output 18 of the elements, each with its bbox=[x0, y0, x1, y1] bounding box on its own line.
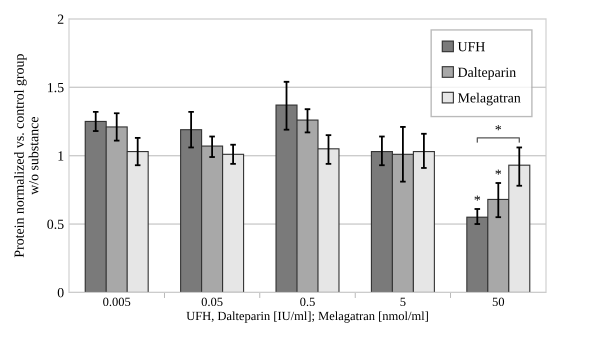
x-tick-label: 0.005 bbox=[103, 298, 130, 306]
legend-label: Dalteparin bbox=[458, 67, 516, 80]
annotation: * bbox=[496, 125, 502, 130]
y-tick-label: 2 bbox=[58, 14, 64, 24]
x-tick-label: 0.5 bbox=[300, 298, 315, 306]
legend-label: Melagatran bbox=[458, 92, 521, 106]
x-tick-label: 0.05 bbox=[202, 298, 223, 306]
annotation: * bbox=[474, 196, 480, 201]
y-tick-label: 0.5 bbox=[47, 220, 64, 230]
x-tick-label: 50 bbox=[492, 298, 504, 306]
annotation: * bbox=[496, 170, 502, 175]
y-tick-label: 1.5 bbox=[48, 82, 64, 92]
y-tick-label: 0 bbox=[58, 288, 64, 298]
x-tick-label: 5 bbox=[400, 298, 406, 306]
y-axis-title: Protein normalized vs. control group w/o substance bbox=[14, 54, 38, 258]
x-axis-title: UFH, Dalteparin [IU/ml]; Melagatran [nmol/ml] bbox=[186, 311, 428, 323]
y-tick-label: 1 bbox=[58, 151, 64, 160]
legend-label: UFH bbox=[458, 42, 485, 52]
